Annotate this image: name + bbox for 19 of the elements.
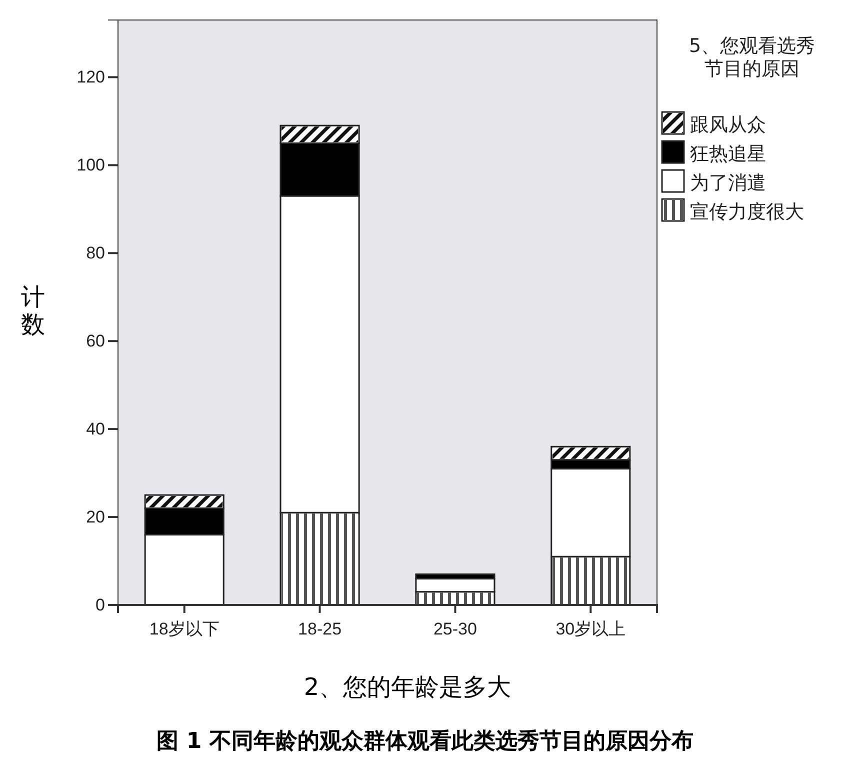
y-axis-title: 计数 (21, 283, 45, 339)
y-tick-label: 120 (76, 68, 105, 87)
y-tick-label: 20 (86, 507, 105, 526)
text: 图 1 不同年龄的观众群体观看此类选秀节目的原因分布 (156, 729, 694, 754)
legend-label: 跟风从众 (690, 114, 766, 136)
y-tick-label: 100 (76, 156, 105, 175)
legend-label: 宣传力度很大 (690, 201, 804, 223)
legend-label: 为了消遣 (690, 172, 766, 194)
x-tick-label: 18-25 (298, 620, 342, 639)
legend-title: 5、您观看选秀节目的原因 (688, 35, 816, 80)
legend-label: 狂热追星 (690, 143, 766, 165)
x-tick-label: 18岁以下 (149, 620, 220, 639)
y-tick-label: 40 (86, 420, 105, 438)
x-axis-title: 2、您的年龄是多大 (304, 673, 512, 701)
y-tick-label: 80 (86, 244, 105, 263)
y-tick-label: 0 (96, 595, 105, 614)
x-tick-label: 30岁以上 (556, 620, 626, 639)
x-tick-label: 25-30 (433, 620, 477, 639)
y-tick-label: 60 (86, 332, 105, 351)
